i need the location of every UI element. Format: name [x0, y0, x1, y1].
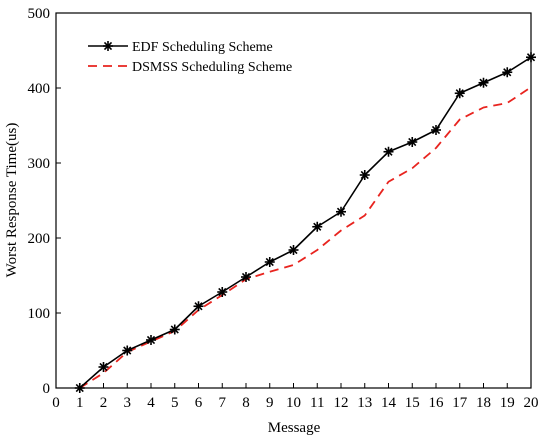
x-tick-label: 13	[357, 395, 372, 411]
y-tick-label: 200	[28, 231, 51, 247]
edf-data-point	[359, 170, 370, 180]
edf-data-point	[312, 221, 323, 232]
edf-series-line	[79, 56, 532, 389]
x-tick-label: 17	[452, 395, 468, 411]
x-tick-label: 14	[381, 395, 397, 411]
x-tick-label: 9	[266, 395, 274, 411]
legend-marker-edf	[103, 41, 113, 51]
x-tick-label: 12	[334, 395, 349, 411]
x-tick-label: 6	[195, 395, 203, 411]
edf-data-point	[502, 67, 513, 78]
edf-data-point	[241, 272, 251, 282]
axes: 0 1 2 3 4 5 6 7 8 9 10 11 12 13 14 15 16 17 18 19 2001002003…	[28, 6, 539, 411]
edf-data-point	[431, 125, 441, 135]
legend-label-dsmss: DSMSS Scheduling Scheme	[132, 60, 292, 75]
x-tick-label: 8	[242, 395, 250, 411]
x-tick-label: 10	[286, 395, 301, 411]
edf-data-point	[169, 324, 180, 335]
edf-data-point	[98, 362, 109, 372]
x-tick-label: 18	[476, 395, 491, 411]
x-tick-label: 4	[147, 395, 155, 411]
x-tick-label: 11	[310, 395, 324, 411]
edf-data-point	[122, 345, 133, 356]
y-axis-title: Worst Response Time(us)	[4, 123, 20, 278]
edf-data-point	[288, 245, 299, 255]
y-tick-label: 0	[43, 381, 51, 397]
x-tick-label: 15	[405, 395, 420, 411]
x-tick-label: 2	[100, 395, 108, 411]
x-tick-label: 19	[500, 395, 515, 411]
y-tick-label: 300	[28, 156, 51, 172]
y-tick-label: 500	[28, 6, 51, 22]
x-tick-label: 7	[219, 395, 227, 411]
x-tick-label: 20	[524, 395, 539, 411]
plot-area	[74, 52, 536, 393]
x-tick-label: 3	[124, 395, 132, 411]
edf-data-point	[217, 287, 228, 297]
y-tick-label: 100	[28, 306, 51, 322]
x-axis-title: Message	[268, 420, 321, 436]
legend-label-edf: EDF Scheduling Scheme	[132, 40, 273, 55]
edf-data-point	[146, 335, 156, 345]
edf-data-point	[264, 257, 275, 267]
legend: EDF Scheduling Scheme DSMSS Scheduling Sc…	[88, 40, 292, 75]
edf-data-point	[454, 88, 465, 99]
x-tick-label: 5	[171, 395, 179, 411]
x-tick-label: 1	[76, 395, 84, 411]
x-tick-label: 0	[52, 395, 60, 411]
edf-data-point	[383, 146, 394, 157]
edf-data-point	[193, 301, 204, 312]
edf-data-point	[336, 206, 346, 217]
y-tick-label: 400	[28, 81, 51, 97]
x-tick-label: 16	[429, 395, 445, 411]
edf-data-point	[407, 137, 418, 147]
edf-data-point	[478, 77, 489, 88]
